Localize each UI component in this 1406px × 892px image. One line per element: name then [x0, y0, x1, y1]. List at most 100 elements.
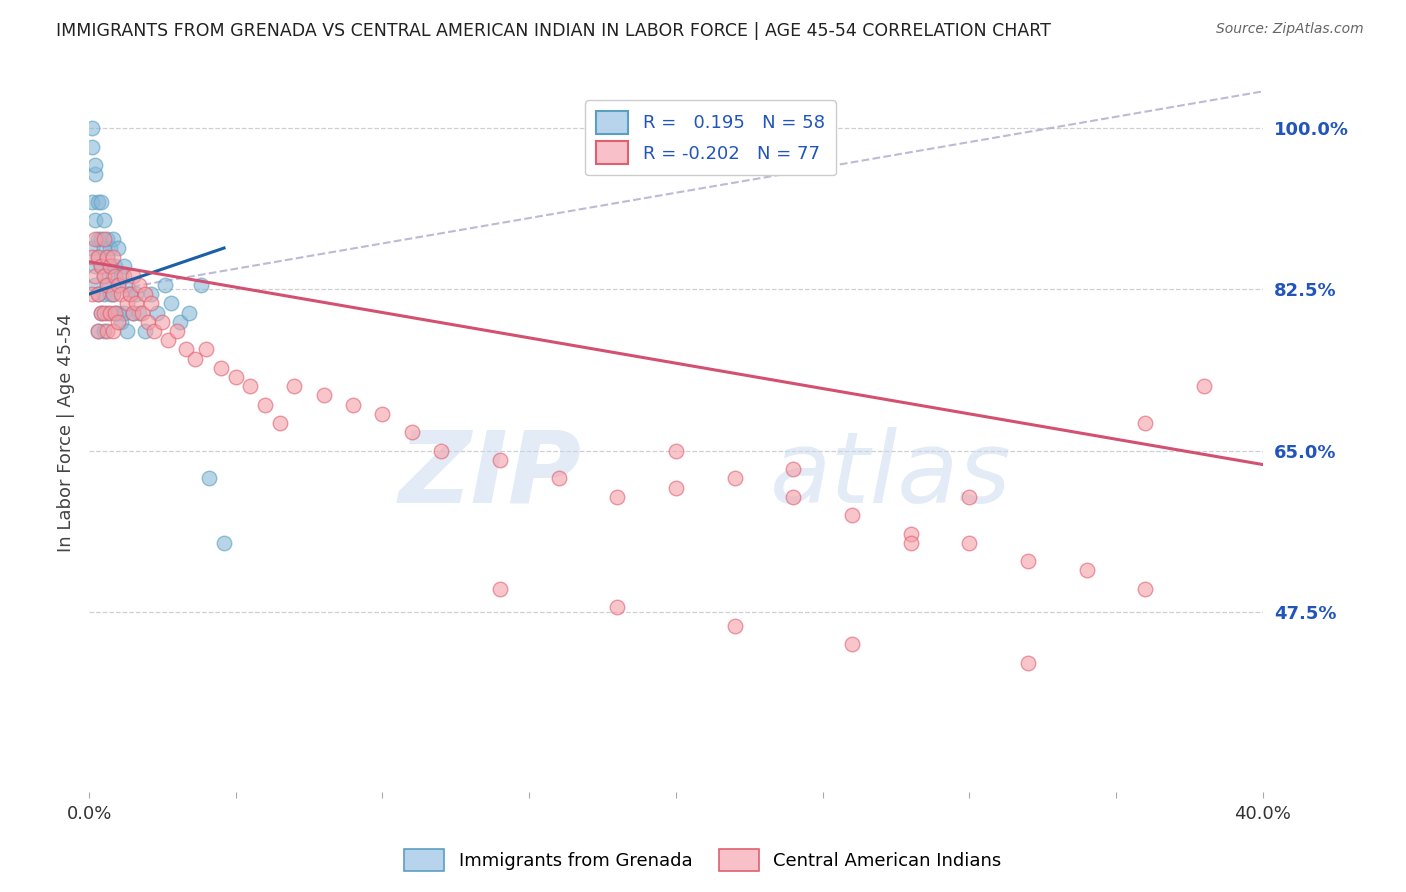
Point — [98, 287, 121, 301]
Point — [80, 287, 103, 301]
Point — [96, 250, 118, 264]
Point — [87, 232, 110, 246]
Point — [177, 305, 200, 319]
Point — [98, 260, 121, 274]
Point — [112, 260, 135, 274]
Point — [93, 287, 115, 301]
Point — [110, 287, 132, 301]
Point — [547, 471, 569, 485]
Point — [957, 490, 980, 504]
Point — [489, 582, 512, 596]
Point — [606, 600, 628, 615]
Point — [101, 287, 124, 301]
Point — [139, 296, 162, 310]
Point — [1135, 582, 1157, 596]
Y-axis label: In Labor Force | Age 45-54: In Labor Force | Age 45-54 — [58, 313, 75, 551]
Point — [104, 268, 127, 283]
Point — [96, 305, 118, 319]
Point — [93, 213, 115, 227]
Point — [101, 287, 124, 301]
Point — [104, 305, 127, 319]
Point — [122, 268, 145, 283]
Text: atlas: atlas — [769, 427, 1011, 524]
Point — [212, 536, 235, 550]
Point — [107, 315, 129, 329]
Point — [101, 268, 124, 283]
Point — [96, 324, 118, 338]
Point — [90, 194, 112, 209]
Text: ZIP: ZIP — [399, 427, 582, 524]
Point — [198, 471, 221, 485]
Point — [782, 490, 804, 504]
Point — [122, 305, 145, 319]
Point — [104, 305, 127, 319]
Point — [1192, 379, 1215, 393]
Point — [101, 324, 124, 338]
Point — [93, 305, 115, 319]
Point — [841, 508, 863, 523]
Point — [90, 232, 112, 246]
Point — [254, 398, 277, 412]
Point — [125, 296, 148, 310]
Point — [87, 250, 110, 264]
Point — [957, 536, 980, 550]
Point — [96, 277, 118, 292]
Point — [152, 315, 174, 329]
Point — [1017, 656, 1039, 670]
Point — [142, 324, 165, 338]
Point — [371, 407, 394, 421]
Point — [98, 260, 121, 274]
Point — [160, 296, 183, 310]
Point — [84, 260, 107, 274]
Point — [1017, 554, 1039, 568]
Point — [93, 241, 115, 255]
Point — [84, 232, 107, 246]
Point — [120, 287, 142, 301]
Point — [122, 305, 145, 319]
Point — [900, 526, 922, 541]
Point — [239, 379, 262, 393]
Point — [110, 315, 132, 329]
Point — [84, 213, 107, 227]
Point — [900, 536, 922, 550]
Point — [401, 425, 423, 440]
Point — [1076, 564, 1098, 578]
Point — [136, 315, 159, 329]
Point — [723, 471, 745, 485]
Point — [128, 277, 150, 292]
Point — [128, 305, 150, 319]
Point — [87, 324, 110, 338]
Legend: Immigrants from Grenada, Central American Indians: Immigrants from Grenada, Central America… — [396, 842, 1010, 879]
Point — [139, 287, 162, 301]
Point — [107, 277, 129, 292]
Point — [93, 232, 115, 246]
Point — [312, 388, 335, 402]
Point — [96, 232, 118, 246]
Point — [183, 351, 205, 366]
Text: Source: ZipAtlas.com: Source: ZipAtlas.com — [1216, 22, 1364, 37]
Legend: R =   0.195   N = 58, R = -0.202   N = 77: R = 0.195 N = 58, R = -0.202 N = 77 — [585, 100, 835, 175]
Point — [169, 315, 191, 329]
Point — [134, 287, 156, 301]
Point — [131, 305, 153, 319]
Point — [87, 324, 110, 338]
Point — [115, 277, 138, 292]
Point — [125, 287, 148, 301]
Point — [115, 324, 138, 338]
Point — [96, 277, 118, 292]
Point — [112, 268, 135, 283]
Point — [107, 277, 129, 292]
Point — [1135, 416, 1157, 430]
Point — [134, 324, 156, 338]
Point — [84, 277, 107, 292]
Point — [166, 324, 188, 338]
Point — [269, 416, 291, 430]
Point — [104, 260, 127, 274]
Point — [80, 121, 103, 136]
Point — [98, 305, 121, 319]
Point — [90, 305, 112, 319]
Point — [90, 260, 112, 274]
Point — [665, 481, 688, 495]
Point — [107, 305, 129, 319]
Point — [209, 360, 232, 375]
